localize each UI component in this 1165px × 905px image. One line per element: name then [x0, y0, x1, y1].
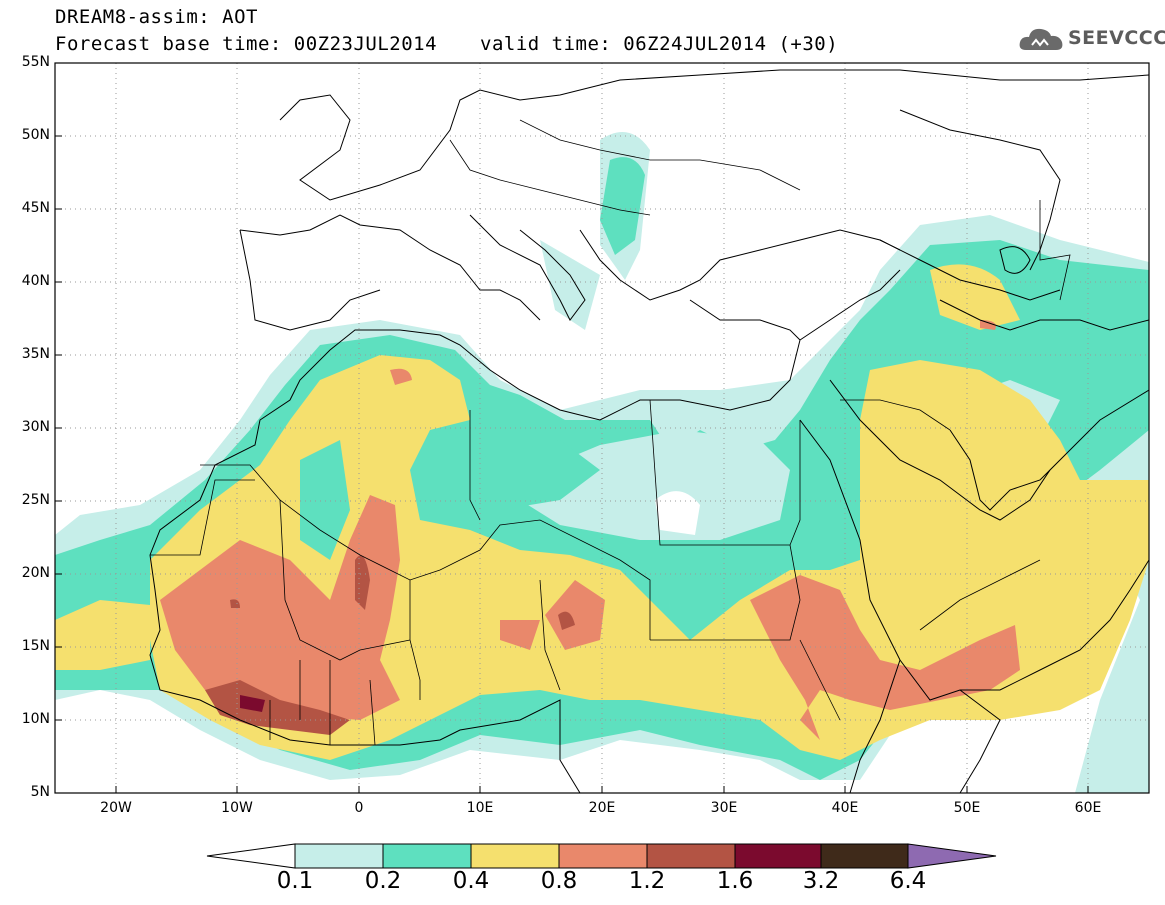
- lon-label: 30E: [710, 800, 738, 816]
- axis-ticks: [55, 62, 1089, 793]
- colorbar-label: 0.2: [364, 868, 402, 894]
- base-time-label: Forecast base time: 00Z23JUL2014: [55, 33, 438, 55]
- colorbar-bin-1: [294, 843, 384, 869]
- lat-label: 50N: [21, 127, 50, 143]
- lon-label: 60E: [1074, 800, 1102, 816]
- colorbar-bin-4: [558, 843, 648, 869]
- lon-label: 50E: [953, 800, 981, 816]
- coastlines: [149, 69, 1149, 793]
- lat-label: 40N: [21, 273, 50, 289]
- valid-time-label: valid time: 06Z24JUL2014 (+30): [480, 33, 839, 55]
- lat-label: 35N: [21, 346, 50, 362]
- lat-label: 25N: [21, 492, 50, 508]
- lat-label: 30N: [21, 419, 50, 435]
- lat-label: 5N: [30, 784, 50, 800]
- country-borders: [150, 119, 1071, 746]
- aot-contour-1.6: [240, 695, 265, 712]
- colorbar-bin-7: [820, 843, 909, 869]
- aot-contour-0.8: [160, 495, 400, 720]
- lat-label: 20N: [21, 565, 50, 581]
- chart-title: DREAM8-assim: AOT: [55, 6, 258, 28]
- logo-text: SEEVCCC: [1068, 27, 1165, 49]
- colorbar-under-triangle: [206, 843, 296, 869]
- colorbar-bin-2: [382, 843, 472, 869]
- colorbar-label: 0.4: [452, 868, 490, 894]
- colorbar-bin-3: [470, 843, 560, 869]
- colorbar-over-triangle: [907, 843, 997, 869]
- colorbar-label: 0.8: [540, 868, 578, 894]
- seevccc-logo: SEEVCCC: [1018, 24, 1165, 56]
- colorbar-label: 1.6: [716, 868, 754, 894]
- lon-label: 10E: [466, 800, 494, 816]
- graticule: [55, 63, 1149, 793]
- colorbar: [206, 843, 997, 869]
- aot-contour-1.2: [205, 680, 350, 735]
- colorbar-bin-5: [646, 843, 736, 869]
- lon-label: 40E: [831, 800, 859, 816]
- colorbar-label: 6.4: [889, 868, 927, 894]
- cloud-icon: [1019, 28, 1063, 50]
- colorbar-label: 3.2: [802, 868, 840, 894]
- colorbar-bin-6: [734, 843, 822, 869]
- lon-label: 20E: [588, 800, 616, 816]
- lat-label: 10N: [21, 711, 50, 727]
- colorbar-label: 1.2: [628, 868, 666, 894]
- lat-label: 45N: [21, 200, 50, 216]
- lon-label: 10W: [221, 800, 253, 816]
- colorbar-label: 0.1: [276, 868, 314, 894]
- lon-label: 20W: [100, 800, 132, 816]
- lon-label: 0: [354, 800, 364, 816]
- lat-label: 15N: [21, 638, 50, 654]
- lat-label: 55N: [21, 54, 50, 70]
